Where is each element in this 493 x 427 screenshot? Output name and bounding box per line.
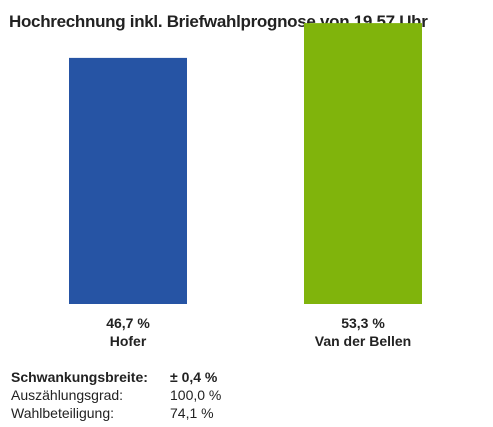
stat-label: Schwankungsbreite: — [11, 369, 148, 385]
stats-block: Schwankungsbreite: ± 0,4 % Auszählungsgr… — [11, 368, 221, 422]
bar-hofer — [69, 57, 187, 305]
value-label-hofer: 46,7 % — [106, 315, 150, 331]
bar-chart: 46,7 % 53,3 % Hofer Van der Bellen — [69, 23, 422, 349]
stat-label: Auszählungsgrad: — [11, 387, 124, 403]
stat-value: ± 0,4 % — [170, 369, 218, 385]
stat-row-auszaehlungsgrad: Auszählungsgrad: 100,0 % — [11, 386, 221, 404]
stat-value: 74,1 % — [170, 405, 214, 421]
stat-row-wahlbeteiligung: Wahlbeteiligung: 74,1 % — [11, 404, 221, 422]
category-label-van-der-bellen: Van der Bellen — [315, 333, 411, 349]
bar-van-der-bellen — [304, 23, 422, 304]
stat-row-schwankungsbreite: Schwankungsbreite: ± 0,4 % — [11, 368, 221, 386]
stat-value: 100,0 % — [170, 387, 222, 403]
stat-label: Wahlbeteiligung: — [11, 405, 114, 421]
category-label-hofer: Hofer — [110, 333, 147, 349]
value-label-van-der-bellen: 53,3 % — [341, 315, 385, 331]
